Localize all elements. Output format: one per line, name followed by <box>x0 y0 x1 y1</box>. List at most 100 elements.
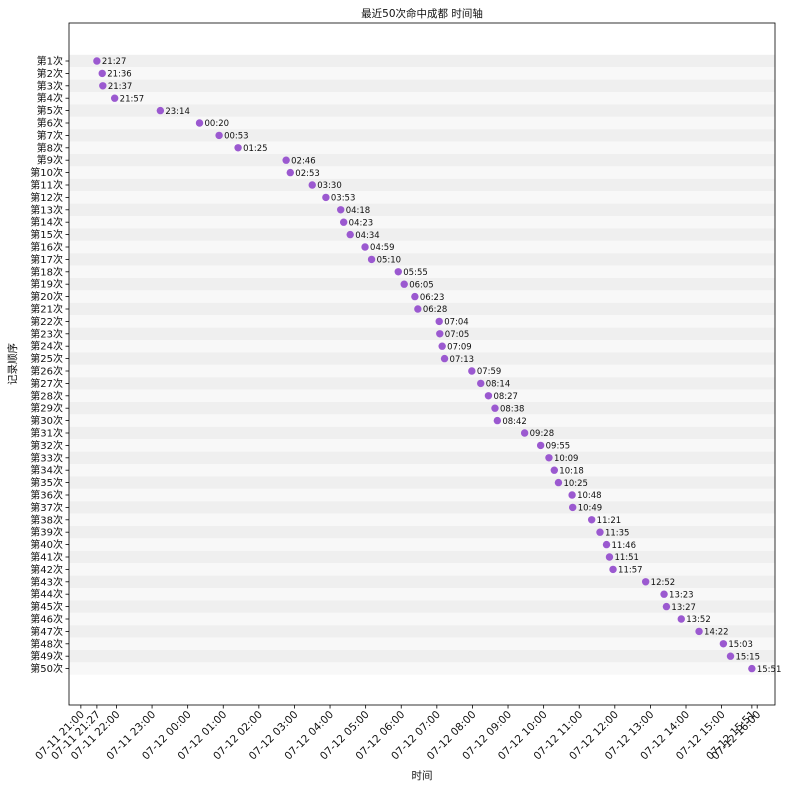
y-tick-label: 第40次 <box>30 538 63 551</box>
data-point <box>609 565 617 574</box>
y-tick-label: 第8次 <box>37 141 63 154</box>
point-time-label: 09:55 <box>546 442 571 452</box>
point-time-label: 10:25 <box>563 479 588 489</box>
y-tick-label: 第49次 <box>30 650 63 663</box>
point-time-label: 07:05 <box>445 330 470 340</box>
y-tick-label: 第28次 <box>30 389 63 402</box>
y-tick-label: 第14次 <box>30 216 63 229</box>
y-tick-label: 第16次 <box>30 241 63 254</box>
data-point <box>440 354 449 363</box>
point-time-label: 21:36 <box>107 70 132 80</box>
data-point <box>677 615 685 623</box>
y-tick-label: 第1次 <box>37 55 63 68</box>
row-stripe <box>69 538 775 551</box>
data-point <box>99 82 107 90</box>
y-tick-label: 第47次 <box>30 625 63 638</box>
point-time-label: 15:15 <box>736 652 761 662</box>
point-time-label: 21:37 <box>108 82 133 92</box>
row-stripe <box>69 488 775 502</box>
data-point <box>215 131 223 140</box>
point-time-label: 10:09 <box>554 454 579 464</box>
row-stripe <box>69 141 775 154</box>
point-time-label: 03:30 <box>317 181 342 191</box>
data-point <box>394 268 402 276</box>
y-tick-label: 第12次 <box>30 191 63 204</box>
x-axis-label: 时间 <box>412 769 433 782</box>
row-stripe <box>69 662 775 675</box>
point-time-label: 15:51 <box>757 665 782 675</box>
data-point <box>554 478 563 487</box>
point-time-label: 08:42 <box>502 417 526 427</box>
row-stripe <box>69 340 775 353</box>
point-time-label: 21:57 <box>120 94 144 104</box>
point-time-label: 10:18 <box>559 466 584 476</box>
point-time-label: 10:48 <box>577 491 602 501</box>
y-tick-label: 第50次 <box>30 662 63 675</box>
data-point <box>367 255 376 264</box>
data-point <box>156 106 165 115</box>
point-time-label: 14:22 <box>704 628 729 638</box>
y-tick-label: 第18次 <box>30 265 63 278</box>
point-time-label: 11:57 <box>618 566 643 576</box>
row-stripe <box>69 315 775 328</box>
data-point <box>414 305 422 313</box>
row-stripe <box>69 563 775 576</box>
row-stripes <box>69 54 775 675</box>
row-stripe <box>69 302 775 316</box>
data-point <box>520 429 529 437</box>
y-tick-label: 第11次 <box>30 179 63 192</box>
data-point <box>536 441 545 450</box>
row-stripe <box>69 129 775 142</box>
row-stripe <box>69 216 775 229</box>
data-point <box>361 243 369 251</box>
y-tick-label: 第39次 <box>30 526 63 539</box>
point-time-label: 02:46 <box>291 156 316 166</box>
row-stripe <box>69 54 775 68</box>
point-time-label: 04:23 <box>349 218 374 228</box>
y-tick-label: 第2次 <box>37 67 63 80</box>
row-stripe <box>69 600 775 613</box>
row-stripe <box>69 364 775 378</box>
point-time-label: 21:27 <box>102 57 127 67</box>
point-time-label: 07:59 <box>477 367 502 377</box>
row-stripe <box>69 92 775 105</box>
data-point <box>93 57 101 65</box>
point-time-label: 13:23 <box>669 590 694 600</box>
point-time-label: 04:18 <box>346 206 371 216</box>
point-time-label: 06:28 <box>423 305 448 315</box>
row-stripe <box>69 426 775 440</box>
y-tick-label: 第36次 <box>30 489 63 502</box>
point-time-label: 08:27 <box>493 392 517 402</box>
row-stripe <box>69 588 775 601</box>
point-time-label: 00:20 <box>205 119 230 129</box>
data-point <box>308 181 316 189</box>
data-point <box>660 590 668 598</box>
y-tick-label: 第6次 <box>37 117 63 130</box>
point-time-label: 06:05 <box>409 280 434 290</box>
point-time-label: 08:38 <box>500 404 525 414</box>
data-point <box>477 379 485 388</box>
y-tick-label: 第37次 <box>30 501 63 514</box>
data-point <box>346 230 354 239</box>
y-tick-label: 第46次 <box>30 613 63 626</box>
row-stripe <box>69 575 775 588</box>
y-tick-label: 第31次 <box>30 427 63 440</box>
data-point <box>550 466 559 474</box>
point-time-label: 11:21 <box>597 516 622 526</box>
data-point <box>282 156 290 164</box>
row-stripe <box>69 650 775 663</box>
data-point <box>605 553 614 561</box>
y-tick-label: 第42次 <box>30 563 63 576</box>
row-stripe <box>69 116 775 130</box>
point-time-label: 06:23 <box>420 293 445 303</box>
y-tick-label: 第23次 <box>30 327 63 340</box>
y-tick-label: 第43次 <box>30 575 63 588</box>
row-stripe <box>69 476 775 489</box>
y-tick-label: 第19次 <box>30 278 63 291</box>
row-stripe <box>69 278 775 291</box>
row-stripe <box>69 154 775 167</box>
data-point <box>568 491 576 499</box>
plot-frame <box>68 22 776 706</box>
point-time-label: 23:14 <box>165 107 190 117</box>
